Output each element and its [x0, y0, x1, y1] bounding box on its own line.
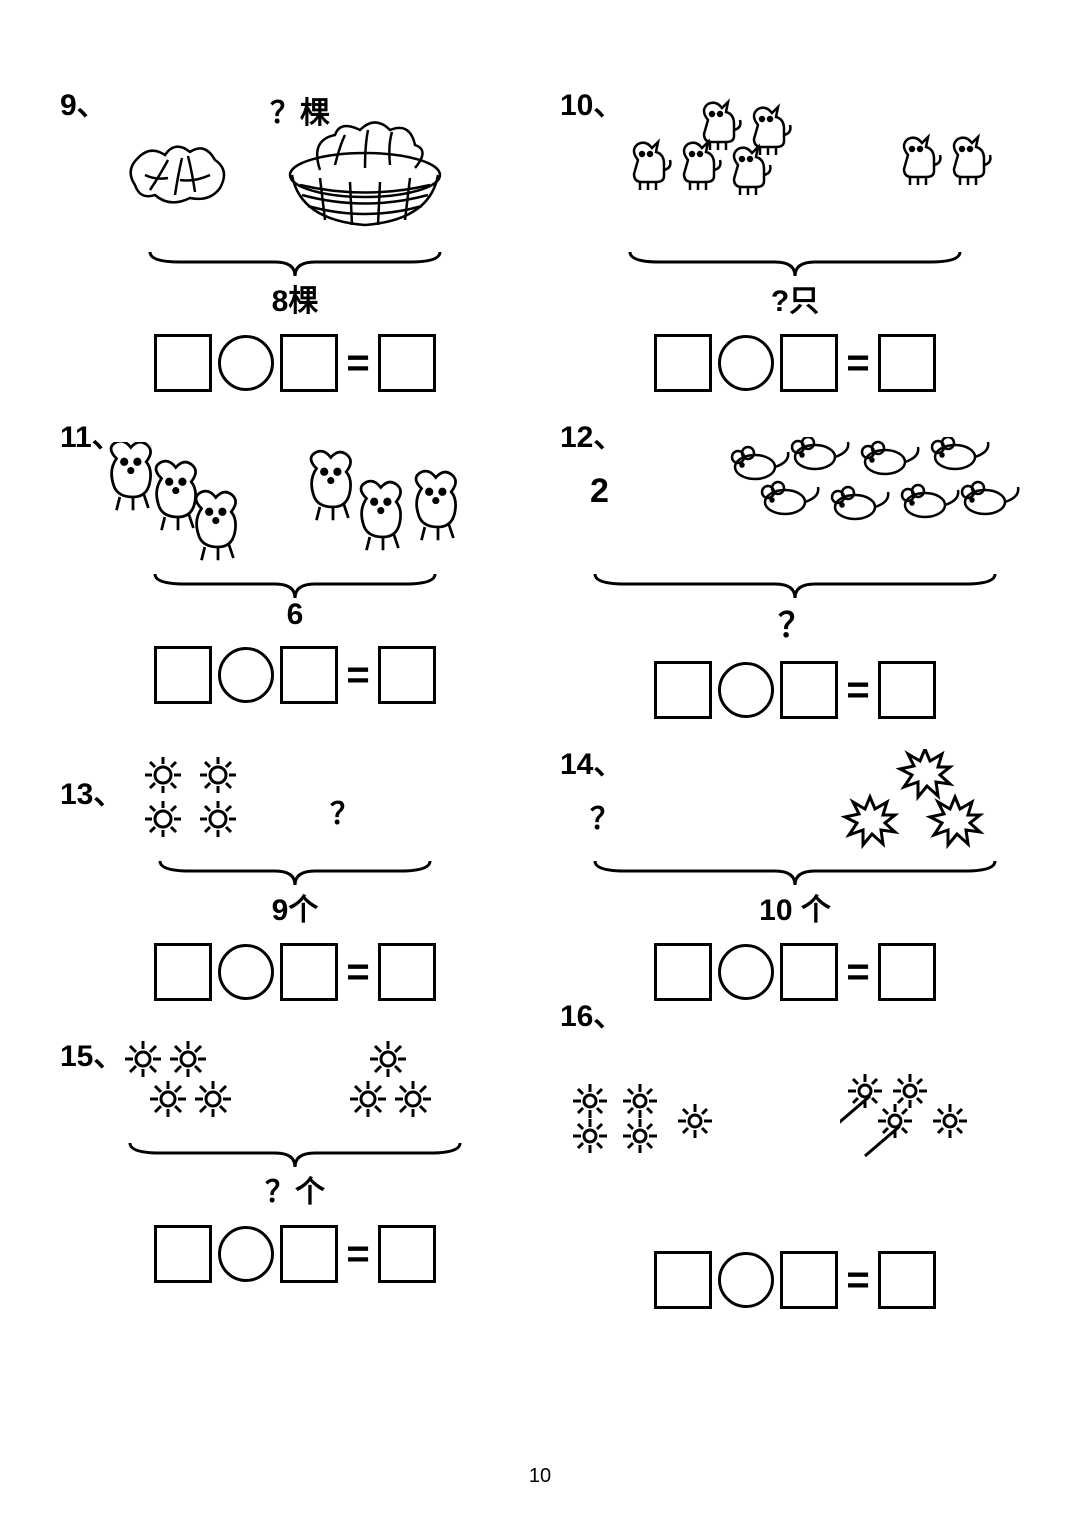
brace: 10 个: [560, 853, 1030, 929]
equals-sign: =: [346, 952, 369, 992]
answer-box[interactable]: [280, 334, 338, 392]
brace: 6: [60, 566, 530, 632]
answer-box[interactable]: [878, 334, 936, 392]
worksheet-page: 9、 ？棵: [60, 80, 1030, 1309]
sparklers-right-icon: [840, 1071, 1020, 1171]
stars-left-icon: [120, 1041, 260, 1131]
brace-label: 9个: [60, 885, 530, 929]
problem-9: 9、 ？棵: [60, 80, 530, 392]
answer-box[interactable]: [654, 943, 712, 1001]
answer-box[interactable]: [280, 646, 338, 704]
illustration: [570, 90, 1030, 240]
answer-box[interactable]: [878, 661, 936, 719]
answer-box[interactable]: [654, 334, 712, 392]
operator-circle[interactable]: [718, 944, 774, 1000]
operator-circle[interactable]: [718, 335, 774, 391]
suns-icon: [135, 749, 255, 844]
problem-10: 10、 ?只 =: [560, 80, 1030, 392]
equation-row: =: [560, 334, 1030, 392]
operator-circle[interactable]: [718, 662, 774, 718]
problem-11: 11、 6 =: [60, 412, 530, 719]
answer-box[interactable]: [154, 943, 212, 1001]
right-label: ？: [330, 789, 360, 833]
equation-row: =: [560, 661, 1030, 719]
brace: ?只: [560, 244, 1030, 320]
brace-label: ？: [560, 598, 1030, 647]
answer-box[interactable]: [154, 1225, 212, 1283]
cabbage-icon: [120, 130, 240, 210]
illustration: [560, 1061, 1030, 1221]
answer-box[interactable]: [280, 1225, 338, 1283]
illustration: [60, 422, 530, 562]
answer-box[interactable]: [280, 943, 338, 1001]
brace-label: 6: [60, 598, 530, 632]
answer-box[interactable]: [878, 943, 936, 1001]
mice-icon: [730, 437, 1030, 547]
operator-circle[interactable]: [218, 335, 274, 391]
answer-box[interactable]: [154, 334, 212, 392]
brace: ？个: [60, 1135, 530, 1211]
brace: 9个: [60, 853, 530, 929]
problem-16: 16、: [560, 1021, 1030, 1309]
equals-sign: =: [846, 952, 869, 992]
equals-sign: =: [346, 655, 369, 695]
question-number: 16、: [560, 991, 623, 1035]
equals-sign: =: [846, 1260, 869, 1300]
brace-label: 10 个: [560, 885, 1030, 929]
puppies-icon: [90, 442, 490, 572]
illustration: 2: [560, 422, 1030, 562]
problem-12: 12、 2 ？ =: [560, 412, 1030, 719]
answer-box[interactable]: [378, 943, 436, 1001]
left-label: ？: [590, 794, 620, 838]
illustration: ？: [560, 749, 1030, 849]
equals-sign: =: [346, 343, 369, 383]
operator-circle[interactable]: [218, 1226, 274, 1282]
brace: ？: [560, 566, 1030, 647]
problem-13: 13、 ？ 9个 =: [60, 739, 530, 1001]
problem-15: 15、 ？个: [60, 1021, 530, 1309]
illustration: ？棵: [60, 90, 530, 240]
equation-row: =: [560, 1251, 1030, 1309]
sparklers-left-icon: [570, 1081, 770, 1161]
answer-box[interactable]: [780, 661, 838, 719]
basket-icon: [280, 110, 450, 230]
brace-label: ?只: [560, 276, 1030, 320]
equation-row: =: [60, 646, 530, 704]
equals-sign: =: [846, 343, 869, 383]
dogs-group-icon: [600, 95, 1020, 205]
answer-box[interactable]: [654, 1251, 712, 1309]
operator-circle[interactable]: [718, 1252, 774, 1308]
equation-row: =: [60, 334, 530, 392]
equals-sign: =: [846, 670, 869, 710]
answer-box[interactable]: [878, 1251, 936, 1309]
bursts-icon: [810, 749, 1010, 849]
answer-box[interactable]: [378, 334, 436, 392]
answer-box[interactable]: [780, 1251, 838, 1309]
brace: 8棵: [60, 244, 530, 320]
stars-right-icon: [340, 1041, 440, 1131]
equation-row: =: [60, 943, 530, 1001]
equals-sign: =: [346, 1234, 369, 1274]
equation-row: =: [60, 1225, 530, 1283]
problem-14: 14、 ？ 10 个 =: [560, 739, 1030, 1001]
answer-box[interactable]: [378, 1225, 436, 1283]
illustration: ？: [60, 749, 530, 849]
answer-box[interactable]: [654, 661, 712, 719]
brace-label: ？个: [60, 1167, 530, 1211]
left-label: 2: [590, 472, 609, 511]
illustration: [60, 1031, 530, 1131]
operator-circle[interactable]: [218, 647, 274, 703]
answer-box[interactable]: [780, 334, 838, 392]
answer-box[interactable]: [378, 646, 436, 704]
answer-box[interactable]: [780, 943, 838, 1001]
page-number: 10: [0, 1465, 1080, 1488]
brace-label: 8棵: [60, 276, 530, 320]
equation-row: =: [560, 943, 1030, 1001]
operator-circle[interactable]: [218, 944, 274, 1000]
answer-box[interactable]: [154, 646, 212, 704]
